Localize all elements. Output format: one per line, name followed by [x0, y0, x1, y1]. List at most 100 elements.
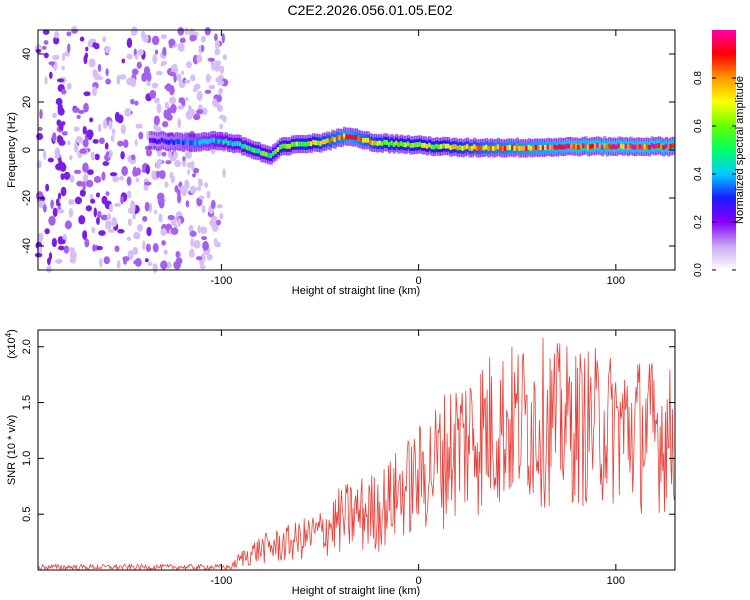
ridge-core	[215, 138, 219, 144]
snr-x-tick-label: 100	[607, 575, 625, 587]
ridge-core	[570, 143, 574, 149]
ridge-core	[158, 138, 162, 144]
ridge-core	[634, 144, 638, 150]
ridge-core	[437, 144, 441, 150]
snr-y-tick-label: 1.0	[21, 451, 33, 466]
noise-cell	[133, 260, 138, 265]
ridge-core	[364, 137, 368, 143]
noise-cell	[208, 84, 216, 90]
noise-cell	[60, 121, 66, 126]
ridge-core	[641, 144, 645, 150]
noise-cell	[175, 251, 180, 258]
ridge-core	[347, 134, 351, 140]
noise-cell	[48, 252, 53, 261]
colorbar-label: Normalized spectral amplitude	[734, 76, 746, 224]
ridge-core	[496, 144, 500, 150]
noise-cell	[97, 63, 102, 73]
ridge-core	[660, 144, 664, 149]
noise-cell	[216, 104, 224, 112]
noise-cell	[68, 208, 74, 218]
noise-cell	[43, 40, 49, 45]
ridge-core	[596, 143, 600, 148]
ridge-core	[532, 145, 536, 151]
noise-cell	[219, 212, 224, 220]
ridge-core	[286, 144, 290, 149]
ridge-core	[529, 145, 534, 151]
ridge-core	[617, 143, 621, 149]
ridge-core	[373, 140, 377, 146]
noise-cell	[61, 53, 66, 62]
noise-cell	[34, 252, 43, 258]
ridge-core	[458, 145, 463, 150]
noise-cell	[173, 151, 179, 159]
noise-cell	[111, 216, 118, 228]
ridge-core	[196, 139, 200, 145]
ridge-core	[518, 146, 522, 151]
noise-cell	[105, 78, 112, 85]
noise-cell	[45, 183, 50, 192]
noise-cell	[203, 182, 209, 188]
noise-cell	[117, 229, 125, 234]
noise-cell	[74, 196, 82, 205]
ridge-core	[534, 144, 538, 150]
noise-cell	[196, 54, 203, 63]
ridge-core	[302, 141, 306, 147]
ridge-core	[316, 140, 321, 146]
noise-cell	[100, 214, 109, 221]
noise-cell	[83, 54, 88, 65]
snr-axes: -100 0 100 0.5 1.0 1.5 2.0	[21, 330, 675, 587]
noise-cell	[96, 216, 100, 225]
ridge-core	[182, 140, 186, 146]
ridge-core	[399, 141, 403, 147]
noise-cell	[58, 157, 62, 165]
ridge-core	[274, 149, 278, 155]
noise-cell	[148, 202, 153, 213]
ridge-core	[608, 143, 612, 149]
ridge-core	[463, 145, 467, 150]
noise-cell	[88, 58, 96, 68]
ridge-core	[156, 139, 160, 145]
noise-cell	[165, 160, 172, 165]
ridge-core	[380, 141, 385, 147]
noise-cell	[61, 239, 66, 245]
noise-cell	[104, 45, 111, 54]
spectrogram-x-tick-label: 100	[607, 275, 625, 287]
ridge-core	[636, 143, 640, 149]
noise-cell	[134, 100, 139, 106]
ridge-core	[262, 151, 266, 156]
noise-cell	[76, 114, 81, 120]
ridge-core	[198, 140, 202, 145]
noise-cell	[85, 179, 94, 188]
ridge-core	[279, 144, 283, 150]
ridge-core	[432, 144, 437, 150]
noise-cell	[138, 131, 144, 140]
ridge-core	[413, 142, 418, 148]
noise-cell	[126, 176, 132, 186]
ridge-core	[610, 144, 614, 150]
noise-cell	[196, 90, 203, 102]
noise-cell	[57, 107, 65, 116]
noise-cell	[93, 73, 101, 80]
noise-cell	[78, 215, 86, 225]
noise-cell	[49, 71, 53, 80]
noise-cell	[73, 169, 82, 174]
ridge-core	[470, 145, 474, 151]
spectrogram-y-tick-label: -40	[21, 238, 33, 254]
ridge-core	[191, 140, 195, 146]
noise-cell	[42, 204, 47, 213]
colorbar-tick-label: 0.4	[693, 167, 704, 181]
noise-cell	[213, 241, 222, 248]
ridge-core	[293, 141, 297, 147]
noise-cell	[90, 151, 96, 161]
noise-cell	[206, 253, 213, 261]
noise-cell	[66, 82, 72, 90]
ridge-core	[333, 137, 337, 143]
noise-cell	[53, 36, 60, 45]
ridge-core	[342, 133, 347, 139]
noise-cell	[37, 232, 44, 243]
ridge-core	[243, 143, 247, 149]
noise-cell	[41, 45, 47, 50]
ridge-core	[369, 139, 373, 145]
noise-cell	[63, 245, 70, 254]
ridge-core	[591, 143, 595, 149]
